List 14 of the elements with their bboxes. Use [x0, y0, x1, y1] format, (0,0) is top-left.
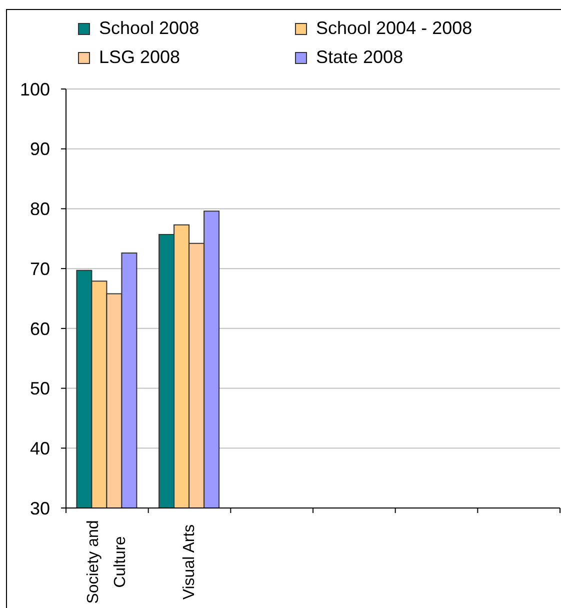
legend-label: School 2004 - 2008: [316, 18, 472, 39]
x-tick-label: Society and Culture: [85, 520, 130, 604]
y-tick-label: 80: [30, 199, 50, 220]
legend-label: School 2008: [99, 18, 200, 39]
y-tick-label: 100: [20, 79, 50, 100]
legend-label: State 2008: [316, 47, 404, 68]
y-tick-label: 90: [30, 139, 50, 160]
y-tick-label: 60: [30, 318, 50, 339]
y-tick-label: 50: [30, 378, 50, 399]
legend-label: LSG 2008: [99, 47, 180, 68]
y-tick-label: 40: [30, 438, 50, 459]
y-tick-label: 70: [30, 258, 50, 279]
x-tick-label: Visual Arts: [181, 524, 198, 600]
y-tick-label: 30: [30, 498, 50, 518]
